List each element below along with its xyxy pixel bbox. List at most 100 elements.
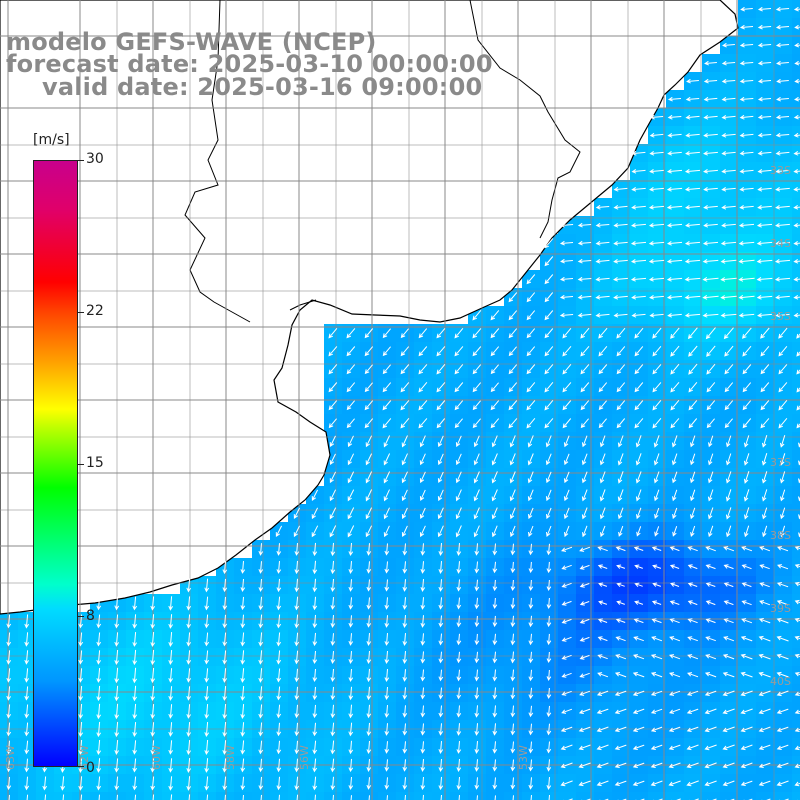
wind-arrow (631, 312, 646, 318)
ocean-cell (792, 774, 800, 793)
wind-arrow (510, 597, 516, 610)
wind-arrow (312, 632, 318, 647)
wind-arrow (686, 780, 699, 787)
wind-arrow (613, 204, 628, 210)
wind-arrow (384, 543, 390, 556)
wind-arrow (528, 561, 534, 574)
wind-arrow (222, 758, 228, 773)
wind-arrow (346, 364, 356, 375)
wind-arrow (437, 435, 444, 448)
wind-arrow (723, 582, 734, 588)
wind-arrow (725, 471, 732, 484)
wind-arrow (329, 453, 336, 466)
wind-arrow (222, 614, 228, 629)
wind-arrow (508, 382, 518, 393)
wind-arrow (258, 740, 264, 755)
wind-arrow (508, 310, 518, 321)
wind-arrow (419, 489, 426, 502)
wind-arrow (276, 776, 282, 791)
wind-arrow (794, 653, 800, 659)
wind-arrow (739, 204, 754, 210)
wind-arrow (756, 294, 773, 300)
wind-arrow (671, 435, 678, 448)
wind-arrow (652, 382, 662, 393)
wind-arrow (630, 276, 647, 282)
wind-arrow (757, 78, 772, 84)
wind-arrow (456, 615, 462, 628)
wind-arrow (455, 453, 462, 466)
wind-arrow (346, 382, 356, 393)
wind-arrow (581, 471, 588, 484)
wind-arrow (419, 471, 426, 484)
wind-arrow (649, 186, 664, 192)
wind-arrow (366, 668, 372, 683)
wind-arrow (400, 364, 410, 375)
wind-arrow (494, 795, 496, 800)
wind-arrow (455, 435, 462, 448)
wind-arrow (455, 489, 462, 502)
wind-arrow (508, 418, 518, 429)
wind-arrow (596, 780, 609, 787)
wind-arrow (528, 525, 534, 537)
wind-arrow (652, 364, 662, 375)
wind-arrow (168, 650, 174, 665)
wind-arrow (631, 168, 646, 174)
wind-arrow (579, 583, 590, 588)
wind-arrow (688, 381, 698, 393)
wind-arrow (669, 564, 680, 569)
wind-arrow (510, 777, 516, 790)
wind-arrow (654, 526, 660, 537)
wind-arrow (402, 615, 408, 628)
wind-arrow (62, 794, 65, 800)
wind-arrow (616, 600, 625, 605)
wind-arrow (490, 418, 500, 429)
wind-arrow (328, 327, 338, 339)
wind-arrow (775, 42, 790, 48)
wind-arrow (168, 758, 174, 773)
forecast-date: forecast date: 2025-03-10 00:00:00 (6, 50, 493, 78)
wind-arrow (546, 651, 552, 664)
wind-arrow (616, 564, 626, 569)
wind-arrow (684, 240, 701, 246)
wind-arrow (578, 744, 591, 751)
wind-arrow (312, 758, 318, 773)
wind-arrow (204, 668, 210, 683)
wind-arrow (492, 741, 498, 754)
wind-arrow (684, 168, 701, 174)
wind-arrow (703, 168, 718, 174)
wind-arrow (756, 222, 773, 228)
wind-arrow (632, 690, 645, 696)
wind-arrow (617, 507, 624, 520)
wind-arrow (776, 78, 789, 84)
wind-arrow (508, 400, 518, 411)
wind-arrow (614, 762, 627, 768)
wind-arrow (561, 618, 572, 624)
wind-arrow (649, 132, 664, 138)
wind-arrow (775, 312, 790, 318)
wind-arrow (474, 597, 480, 610)
wind-arrow (598, 327, 608, 339)
wind-arrow (635, 489, 642, 502)
wind-arrow (528, 669, 534, 682)
wind-arrow (670, 345, 680, 357)
wind-arrow (438, 543, 444, 556)
wind-arrow (793, 168, 800, 174)
wind-arrow (685, 132, 700, 138)
wind-arrow (562, 363, 572, 375)
colorbar-label-0: 0 (86, 760, 95, 776)
wind-arrow (528, 579, 534, 592)
wind-arrow (721, 150, 736, 156)
wind-arrow (720, 258, 737, 264)
valid-date: valid date: 2025-03-16 09:00:00 (42, 73, 483, 101)
ocean-cell (792, 576, 800, 595)
wind-arrow (527, 489, 534, 502)
wind-arrow (652, 399, 662, 411)
wind-arrow (384, 759, 390, 772)
wind-arrow (132, 758, 138, 773)
wind-arrow (667, 312, 682, 318)
wind-arrow (24, 776, 30, 791)
wind-arrow (258, 596, 264, 611)
wind-arrow (329, 525, 337, 538)
wind-arrow (632, 780, 645, 786)
wind-arrow (348, 758, 354, 773)
